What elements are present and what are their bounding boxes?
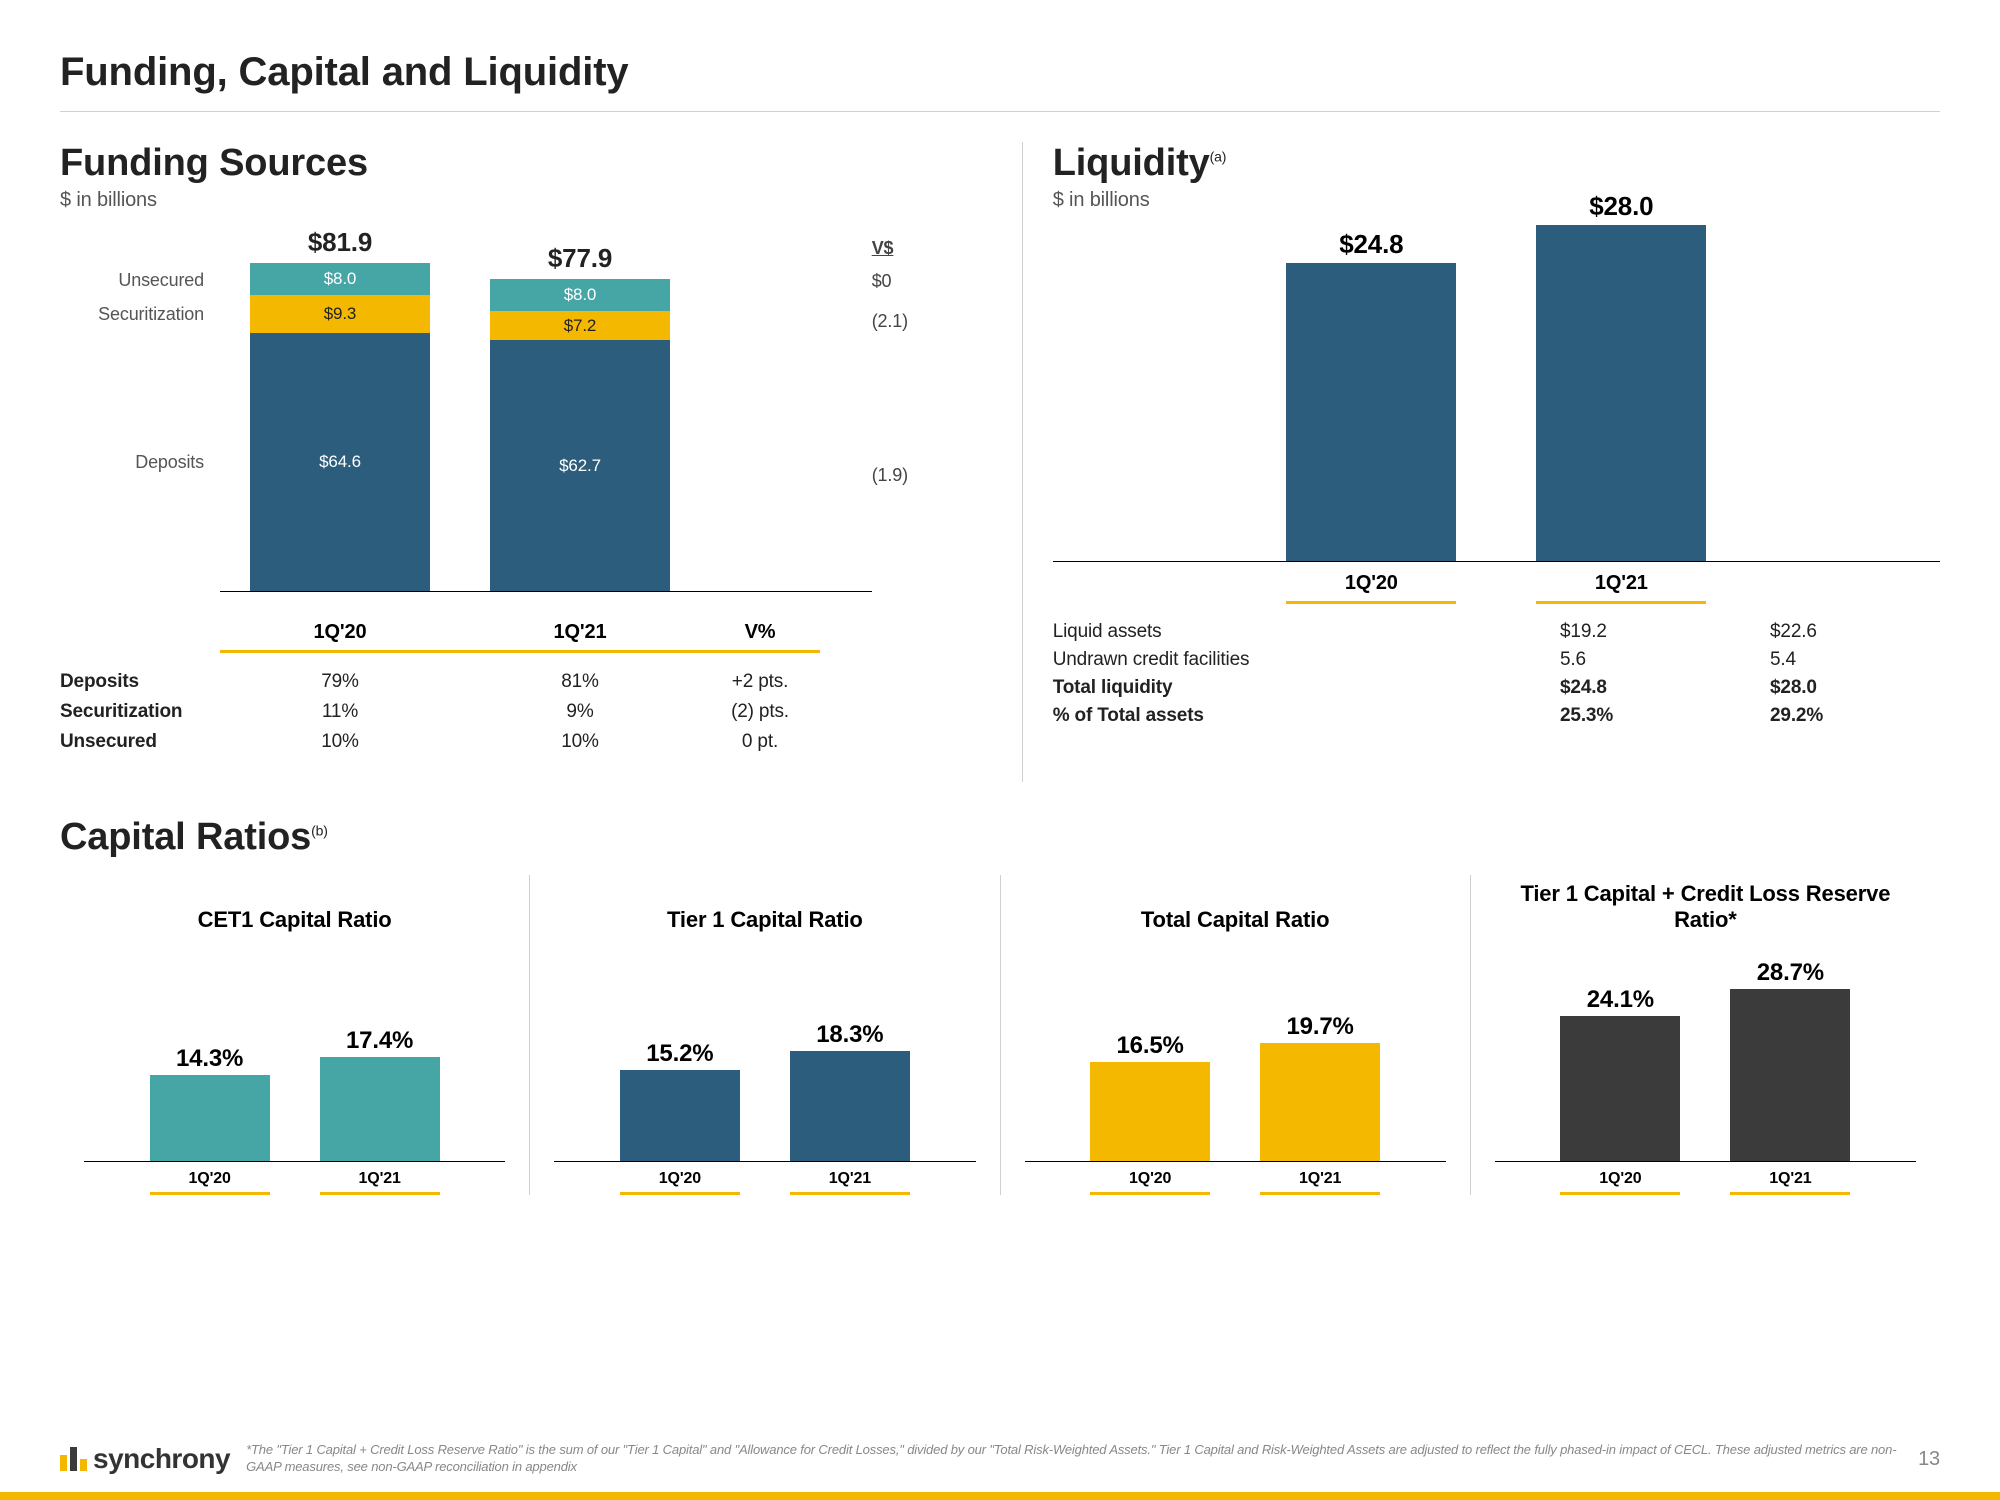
funding-delta-value: $0 bbox=[872, 265, 992, 297]
capital-ratio-period: 1Q'21 bbox=[1260, 1170, 1380, 1195]
capital-title: Capital Ratios(b) bbox=[60, 816, 1940, 859]
funding-bar-segment: $8.0 bbox=[490, 279, 670, 311]
funding-table-row: Unsecured10%10%0 pt. bbox=[60, 727, 992, 757]
funding-bar-segment: $8.0 bbox=[250, 263, 430, 295]
liquidity-bar-value: $24.8 bbox=[1286, 229, 1456, 260]
capital-ratio-bar: 17.4% bbox=[320, 1057, 440, 1161]
funding-bar-segment: $62.7 bbox=[490, 340, 670, 591]
liquidity-title: Liquidity(a) bbox=[1053, 142, 1940, 185]
funding-stack-label: Deposits bbox=[60, 334, 204, 592]
capital-ratio-bar-value: 15.2% bbox=[620, 1040, 740, 1068]
capital-ratio-bar: 18.3% bbox=[790, 1051, 910, 1161]
capital-ratio-bar: 16.5% bbox=[1090, 1062, 1210, 1161]
footer: synchrony *The "Tier 1 Capital + Credit … bbox=[60, 1442, 1940, 1476]
capital-ratio-cell: Total Capital Ratio 16.5% 19.7% 1Q'20 1Q'21 bbox=[1001, 875, 1471, 1195]
funding-title: Funding Sources bbox=[60, 142, 992, 185]
funding-bar: $77.9$8.0$7.2$62.7 bbox=[490, 279, 670, 591]
funding-bar: $81.9$8.0$9.3$64.6 bbox=[250, 263, 430, 591]
liquidity-panel: Liquidity(a) $ in billions $24.8$28.0 1Q… bbox=[1023, 142, 1940, 782]
funding-sources-panel: Funding Sources $ in billions UnsecuredS… bbox=[60, 142, 1023, 782]
funding-stack-label: Securitization bbox=[60, 296, 204, 333]
brand-logo: synchrony bbox=[60, 1443, 230, 1475]
capital-ratio-period: 1Q'21 bbox=[1730, 1170, 1850, 1195]
capital-ratio-bar: 24.1% bbox=[1560, 1016, 1680, 1161]
liquidity-bar: $28.0 bbox=[1536, 225, 1706, 561]
liquidity-table-row: Undrawn credit facilities5.65.4 bbox=[1053, 646, 1940, 674]
capital-ratio-name: Total Capital Ratio bbox=[1025, 875, 1446, 933]
funding-period-1: 1Q'21 bbox=[460, 621, 700, 653]
funding-period-0: 1Q'20 bbox=[220, 621, 460, 653]
funding-bar-segment: $64.6 bbox=[250, 333, 430, 591]
page-title: Funding, Capital and Liquidity bbox=[60, 50, 1940, 112]
capital-ratio-bar: 28.7% bbox=[1730, 989, 1850, 1161]
capital-ratio-period: 1Q'21 bbox=[790, 1170, 910, 1195]
liquidity-table-row: Total liquidity$24.8$28.0 bbox=[1053, 674, 1940, 702]
bottom-accent-strip bbox=[0, 1492, 2000, 1500]
liquidity-period-0: 1Q'20 bbox=[1286, 572, 1456, 604]
capital-ratio-bar-value: 18.3% bbox=[790, 1021, 910, 1049]
capital-ratio-cell: Tier 1 Capital + Credit Loss Reserve Rat… bbox=[1471, 875, 1940, 1195]
funding-bar-segment: $7.2 bbox=[490, 311, 670, 340]
capital-ratio-name: CET1 Capital Ratio bbox=[84, 875, 505, 933]
liquidity-table-row: Liquid assets$19.2$22.6 bbox=[1053, 618, 1940, 646]
footnote: *The "Tier 1 Capital + Credit Loss Reser… bbox=[246, 1442, 1902, 1476]
capital-ratio-cell: Tier 1 Capital Ratio 15.2% 18.3% 1Q'20 1Q'21 bbox=[530, 875, 1000, 1195]
capital-ratio-bar-value: 28.7% bbox=[1730, 959, 1850, 987]
liquidity-bar-value: $28.0 bbox=[1536, 191, 1706, 222]
capital-ratio-period: 1Q'20 bbox=[1560, 1170, 1680, 1195]
funding-bar-total: $77.9 bbox=[490, 243, 670, 274]
capital-ratio-name: Tier 1 Capital + Credit Loss Reserve Rat… bbox=[1495, 875, 1916, 933]
liquidity-period-1: 1Q'21 bbox=[1536, 572, 1706, 604]
brand-name: synchrony bbox=[93, 1443, 230, 1475]
capital-ratio-bar-value: 24.1% bbox=[1560, 986, 1680, 1014]
page-number: 13 bbox=[1918, 1448, 1940, 1471]
liquidity-table-row: % of Total assets25.3%29.2% bbox=[1053, 702, 1940, 730]
funding-unit: $ in billions bbox=[60, 189, 992, 212]
funding-vcol-head: V% bbox=[700, 621, 820, 653]
capital-ratio-name: Tier 1 Capital Ratio bbox=[554, 875, 975, 933]
funding-delta-value: (2.1) bbox=[872, 303, 992, 340]
capital-ratio-bar-value: 16.5% bbox=[1090, 1032, 1210, 1060]
capital-ratio-period: 1Q'20 bbox=[150, 1170, 270, 1195]
capital-ratio-period: 1Q'20 bbox=[620, 1170, 740, 1195]
capital-ratio-bar: 19.7% bbox=[1260, 1043, 1380, 1161]
funding-delta-value: (1.9) bbox=[872, 346, 992, 604]
funding-stack-label: Unsecured bbox=[60, 264, 204, 296]
liquidity-bar: $24.8 bbox=[1286, 263, 1456, 561]
capital-ratio-period: 1Q'20 bbox=[1090, 1170, 1210, 1195]
funding-bar-total: $81.9 bbox=[250, 227, 430, 258]
capital-ratio-bar-value: 14.3% bbox=[150, 1045, 270, 1073]
capital-ratio-cell: CET1 Capital Ratio 14.3% 17.4% 1Q'20 1Q'21 bbox=[60, 875, 530, 1195]
capital-ratio-bar: 14.3% bbox=[150, 1075, 270, 1161]
capital-ratio-period: 1Q'21 bbox=[320, 1170, 440, 1195]
funding-delta-head: V$ bbox=[872, 238, 992, 259]
brand-logo-icon bbox=[60, 1447, 87, 1471]
capital-ratio-bar-value: 19.7% bbox=[1260, 1013, 1380, 1041]
funding-bar-segment: $9.3 bbox=[250, 295, 430, 332]
capital-ratio-bar-value: 17.4% bbox=[320, 1027, 440, 1055]
capital-ratio-bar: 15.2% bbox=[620, 1070, 740, 1161]
funding-table-row: Deposits79%81%+2 pts. bbox=[60, 667, 992, 697]
funding-table-row: Securitization11%9%(2) pts. bbox=[60, 697, 992, 727]
